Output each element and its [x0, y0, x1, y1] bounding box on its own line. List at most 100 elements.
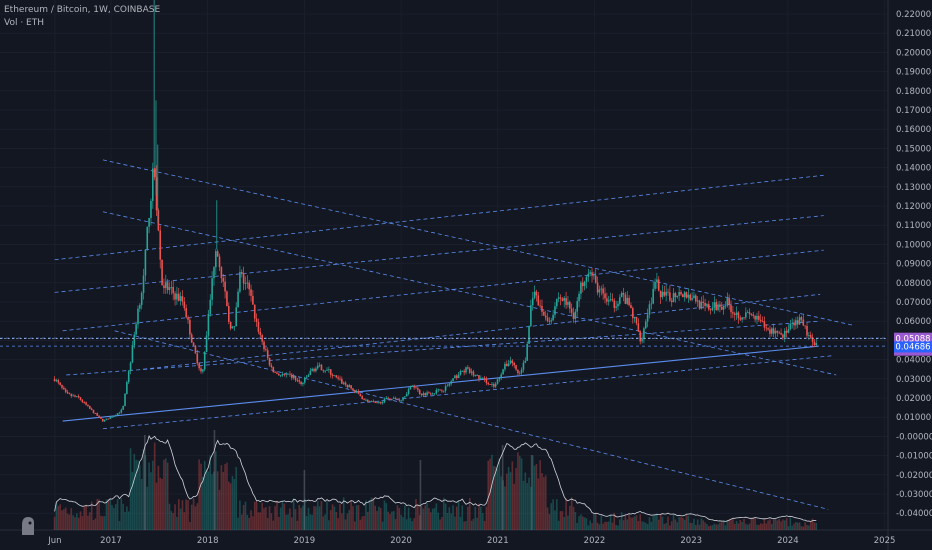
candle-body: [680, 292, 682, 295]
candle-body: [428, 392, 430, 394]
volume-bar: [196, 503, 199, 530]
candle-body: [728, 298, 730, 306]
candle-body: [415, 387, 417, 389]
candle-body: [66, 391, 69, 394]
volume-bar: [174, 504, 176, 530]
candle-body: [643, 328, 645, 340]
candle-body: [737, 312, 740, 319]
volume-bar: [394, 519, 397, 530]
trendline[interactable]: [62, 345, 819, 422]
volume-bar: [496, 468, 499, 530]
volume-bar: [355, 505, 358, 530]
candle-body: [315, 368, 317, 372]
volume-bar: [607, 521, 610, 530]
volume-bar: [783, 520, 786, 530]
candle-body: [244, 283, 247, 284]
trendline[interactable]: [102, 355, 832, 430]
volume-bar: [487, 460, 490, 530]
candle-body: [463, 370, 465, 373]
candle-body: [748, 312, 751, 315]
volume-bar: [526, 483, 528, 530]
volume-bar: [157, 465, 160, 530]
candle-body: [266, 350, 269, 358]
candles: [53, 0, 818, 422]
volume-bar: [402, 517, 404, 530]
time-tick-label: Jun: [47, 536, 61, 546]
price-axis[interactable]: 0.22000 0.21000 0.20000 0.19000 0.18000 0.170…: [896, 10, 932, 519]
volume-bar: [305, 515, 308, 530]
volume-bar: [335, 511, 338, 530]
candle-body: [227, 306, 230, 322]
candle-body: [455, 375, 458, 379]
volume-bar: [161, 478, 163, 530]
trendline[interactable]: [62, 249, 824, 332]
volume-bar: [600, 514, 603, 530]
candle-body: [120, 409, 123, 413]
candle-body: [581, 282, 584, 287]
candle-body: [763, 321, 766, 328]
volume-bar: [176, 516, 178, 530]
candle-body: [103, 419, 106, 422]
volume-bar: [798, 522, 801, 530]
volume-bar: [303, 498, 306, 530]
candle-body: [177, 293, 180, 301]
time-axis[interactable]: Jun 2017 2018 2019 2020 2021 2022 2023 2024 2025: [47, 536, 895, 546]
candle-body: [641, 339, 643, 342]
candle-body: [654, 281, 656, 289]
candle-body: [379, 402, 382, 404]
candle-body: [570, 308, 573, 313]
candle-body: [704, 303, 706, 306]
volume-bar: [303, 470, 306, 530]
price-tick-label: -0.02000: [896, 471, 932, 481]
volume-bar: [683, 519, 686, 530]
candle-body: [140, 292, 143, 306]
candle-body: [628, 297, 630, 306]
candle-body: [520, 369, 523, 373]
candle-body: [307, 374, 310, 377]
volume-bar: [398, 508, 401, 530]
price-tick-label: 0.17000: [896, 106, 931, 116]
volume-bar: [635, 515, 638, 530]
trendline[interactable]: [114, 330, 829, 510]
volume-bar: [674, 519, 677, 530]
volume-bar: [745, 523, 747, 530]
trendline[interactable]: [66, 320, 821, 376]
volume-bar: [776, 520, 779, 530]
candle-body: [274, 372, 276, 373]
volume-bar: [541, 473, 543, 530]
candle-body: [615, 306, 617, 308]
candle-body: [272, 366, 275, 373]
volume-bar: [266, 517, 269, 530]
tradingview-logo[interactable]: [22, 517, 34, 535]
volume-bar: [657, 519, 660, 530]
price-tick-label: 0.02000: [896, 394, 931, 404]
volume-bar: [259, 512, 262, 530]
volume-bar: [170, 511, 173, 530]
volume-bar: [137, 460, 139, 530]
volume-bar: [337, 518, 339, 530]
candle-body: [815, 343, 818, 346]
trendline[interactable]: [54, 215, 824, 293]
candle-body: [652, 288, 654, 304]
volume-bar: [179, 508, 182, 530]
volume-bar: [793, 523, 795, 530]
volume-bar: [693, 518, 695, 530]
volume-bar: [737, 523, 740, 530]
symbol-title[interactable]: Ethereum / Bitcoin, 1W, COINBASE: [4, 5, 161, 15]
trendline[interactable]: [143, 293, 821, 370]
volume-bar: [383, 500, 386, 530]
trendline[interactable]: [102, 211, 837, 376]
volume-bar: [602, 523, 604, 530]
volume-indicator-label[interactable]: Vol · ETH: [4, 18, 44, 28]
volume-bar: [750, 518, 753, 530]
candle-body: [787, 329, 790, 333]
volume-bar: [240, 514, 243, 530]
candle-body: [494, 383, 497, 387]
candle-body: [730, 305, 732, 313]
trendline[interactable]: [54, 174, 824, 261]
candle-body: [326, 369, 328, 371]
volume-bar: [606, 521, 608, 530]
candle-body: [609, 299, 612, 301]
